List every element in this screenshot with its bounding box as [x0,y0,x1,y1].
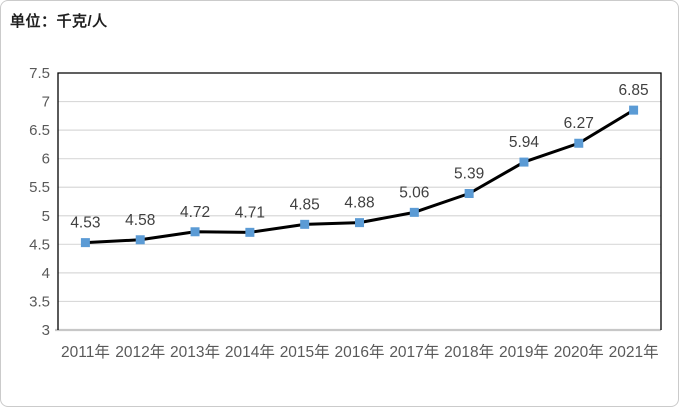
unit-label: 单位：千克/人 [10,13,108,30]
data-point-marker [409,207,419,217]
x-axis-tick-label: 2015年 [280,343,330,361]
data-point-label: 4.88 [344,195,374,212]
plot-area-border [57,72,662,330]
x-axis-tick-label: 2012年 [115,343,165,361]
data-point-marker [80,238,90,248]
data-point-label: 4.71 [235,204,265,221]
data-point-marker [519,157,529,167]
data-point-marker [464,189,474,199]
data-point-marker [629,105,639,115]
x-axis-tick-label: 2013年 [170,343,220,361]
y-axis-tick-label: 5 [42,208,50,225]
x-axis-tick-label: 2018年 [444,343,494,361]
data-point-marker [300,219,310,229]
y-axis-tick-label: 6 [42,151,50,168]
data-point-label: 4.85 [290,196,320,213]
y-axis-tick-label: 3.5 [29,293,50,310]
data-point-marker [135,235,145,245]
data-point-label: 6.27 [564,115,594,132]
y-axis-tick-label: 4.5 [29,236,50,253]
x-axis-tick-label: 2020年 [554,343,604,361]
y-axis-tick-label: 7 [42,94,50,111]
x-axis-tick-label: 2017年 [389,343,439,361]
data-point-marker [574,138,584,148]
data-point-label: 5.94 [509,134,540,151]
y-axis-tick-label: 6.5 [29,122,50,139]
x-axis-tick-label: 2011年 [61,343,110,361]
x-axis-tick-label: 2014年 [225,343,275,361]
data-point-label: 5.39 [454,166,484,183]
data-point-marker [190,227,200,237]
data-point-label: 6.85 [619,82,649,99]
y-axis-tick-label: 3 [42,322,50,339]
x-axis-tick-label: 2016年 [335,343,385,361]
data-point-label: 4.58 [125,212,155,229]
data-point-marker [355,218,364,228]
y-axis-tick-label: 5.5 [29,179,50,196]
data-point-marker [245,227,255,237]
data-point-label: 5.06 [399,184,429,201]
x-axis-tick-label: 2021年 [609,343,659,361]
y-axis-tick-label: 7.5 [29,65,50,82]
x-axis-tick-label: 2019年 [499,343,549,361]
data-point-label: 4.53 [70,215,100,232]
y-axis-tick-label: 4 [42,265,50,282]
data-point-label: 4.72 [180,204,210,221]
